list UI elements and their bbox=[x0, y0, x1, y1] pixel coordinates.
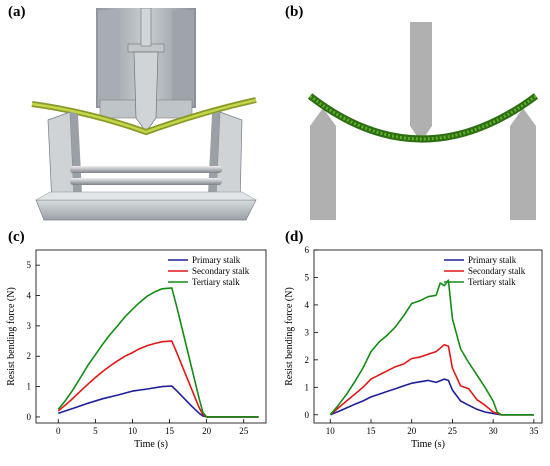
panel-label-d: (d) bbox=[285, 229, 304, 245]
legend-label: Secondary stalk bbox=[192, 266, 250, 276]
y-tick-label: 2 bbox=[305, 355, 310, 365]
y-tick-label: 3 bbox=[305, 327, 310, 337]
right-support bbox=[215, 111, 243, 205]
guide-rod bbox=[70, 166, 222, 173]
x-tick-label: 20 bbox=[202, 426, 212, 436]
x-axis-label: Time (s) bbox=[134, 439, 168, 450]
left-support-schematic bbox=[310, 108, 336, 220]
left-support bbox=[47, 111, 75, 205]
bending-schematic bbox=[307, 22, 539, 220]
y-tick-label: 3 bbox=[27, 321, 32, 331]
x-tick-label: 15 bbox=[367, 426, 377, 436]
loading-head bbox=[133, 51, 159, 133]
x-tick-label: 5 bbox=[93, 426, 98, 436]
series-line-2 bbox=[57, 340, 259, 418]
series-line-3 bbox=[329, 279, 534, 416]
x-tick-label: 10 bbox=[326, 426, 336, 436]
x-tick-label: 35 bbox=[529, 426, 539, 436]
series-line-3 bbox=[57, 287, 259, 418]
x-tick-label: 15 bbox=[165, 426, 175, 436]
x-tick-label: 10 bbox=[128, 426, 138, 436]
x-tick-label: 0 bbox=[56, 426, 61, 436]
test-fixture-photo bbox=[31, 8, 257, 221]
panel-label-a: (a) bbox=[8, 4, 26, 20]
x-tick-label: 25 bbox=[239, 426, 249, 436]
y-axis-label: Resist bending force (N) bbox=[6, 287, 17, 386]
y-tick-label: 0 bbox=[305, 410, 310, 420]
y-tick-label: 0 bbox=[27, 412, 32, 422]
legend-label: Primary stalk bbox=[192, 255, 241, 265]
y-tick-label: 5 bbox=[27, 260, 32, 270]
y-tick-label: 1 bbox=[305, 382, 310, 392]
plot-frame bbox=[35, 249, 267, 424]
right-support-schematic bbox=[510, 108, 536, 220]
legend-label: Primary stalk bbox=[468, 255, 517, 265]
x-tick-label: 30 bbox=[489, 426, 499, 436]
y-tick-label: 5 bbox=[305, 272, 310, 282]
y-tick-label: 2 bbox=[27, 351, 32, 361]
stalk-schematic bbox=[307, 93, 539, 143]
legend-label: Tertiary stalk bbox=[468, 277, 516, 287]
panel-label-b: (b) bbox=[285, 4, 304, 20]
panel-label-c: (c) bbox=[8, 229, 25, 245]
loading-indenter bbox=[410, 22, 432, 142]
y-tick-label: 4 bbox=[27, 291, 32, 301]
y-tick-label: 6 bbox=[305, 245, 310, 255]
series-line-1 bbox=[329, 378, 534, 416]
force-chart-c: 0 5 10 15 20 25 0 1 2 3 4 5 Time (s) Resist bending f… bbox=[6, 249, 267, 450]
force-chart-d: 10 15 20 25 30 35 0 1 2 3 4 5 6 Time (s) Resist bendin… bbox=[284, 245, 543, 450]
legend-label: Tertiary stalk bbox=[192, 277, 240, 287]
y-tick-label: 4 bbox=[305, 300, 310, 310]
series-line-1 bbox=[58, 385, 259, 418]
series-line-2 bbox=[329, 343, 534, 416]
x-tick-label: 25 bbox=[448, 426, 458, 436]
y-tick-label: 1 bbox=[27, 382, 32, 392]
legend-label: Secondary stalk bbox=[468, 266, 526, 276]
x-tick-label: 20 bbox=[407, 426, 417, 436]
plot-frame bbox=[313, 249, 543, 424]
x-axis-label: Time (s) bbox=[411, 439, 445, 450]
base-plate bbox=[35, 199, 257, 221]
y-axis-label: Resist bending force (N) bbox=[284, 287, 295, 386]
